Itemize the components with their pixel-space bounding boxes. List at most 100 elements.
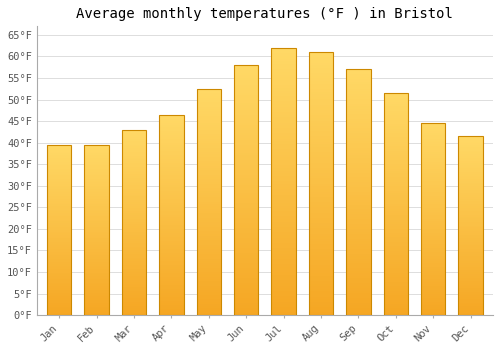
Bar <box>196 125 221 127</box>
Bar <box>196 105 221 107</box>
Bar <box>458 191 483 194</box>
Bar <box>234 308 258 310</box>
Bar <box>384 286 408 288</box>
Bar <box>160 289 184 291</box>
Bar <box>421 296 446 298</box>
Bar <box>272 109 296 112</box>
Bar <box>47 226 72 228</box>
Bar <box>196 193 221 195</box>
Bar <box>84 175 109 177</box>
Bar <box>384 242 408 244</box>
Bar <box>346 295 370 298</box>
Bar <box>272 168 296 171</box>
Bar <box>458 152 483 154</box>
Bar <box>234 162 258 165</box>
Bar <box>272 48 296 50</box>
Bar <box>458 208 483 210</box>
Bar <box>84 203 109 204</box>
Bar <box>234 170 258 173</box>
Bar <box>458 238 483 240</box>
Bar <box>421 234 446 237</box>
Bar <box>421 188 446 190</box>
Bar <box>84 177 109 179</box>
Bar <box>234 285 258 288</box>
Bar <box>160 307 184 309</box>
Bar <box>346 77 370 79</box>
Bar <box>458 267 483 268</box>
Bar <box>122 198 146 200</box>
Bar <box>346 89 370 91</box>
Bar <box>196 256 221 259</box>
Bar <box>458 159 483 161</box>
Bar <box>272 222 296 224</box>
Bar <box>47 240 72 242</box>
Bar <box>421 219 446 221</box>
Bar <box>47 238 72 240</box>
Bar <box>160 309 184 311</box>
Bar <box>458 181 483 183</box>
Bar <box>458 201 483 202</box>
Bar <box>421 154 446 156</box>
Bar <box>84 260 109 262</box>
Bar <box>384 280 408 282</box>
Bar <box>160 213 184 215</box>
Bar <box>309 123 333 126</box>
Bar <box>196 243 221 245</box>
Bar <box>384 166 408 169</box>
Bar <box>346 268 370 271</box>
Bar <box>309 302 333 304</box>
Bar <box>384 162 408 164</box>
Bar <box>458 197 483 199</box>
Bar <box>122 246 146 248</box>
Bar <box>272 56 296 58</box>
Bar <box>384 217 408 220</box>
Bar <box>272 184 296 187</box>
Bar <box>384 226 408 229</box>
Bar <box>346 74 370 77</box>
Bar <box>458 313 483 315</box>
Bar <box>84 160 109 162</box>
Bar <box>309 126 333 128</box>
Bar <box>47 167 72 169</box>
Bar <box>458 270 483 272</box>
Bar <box>47 313 72 315</box>
Bar <box>309 199 333 202</box>
Bar <box>196 290 221 293</box>
Bar <box>421 231 446 233</box>
Bar <box>234 278 258 280</box>
Bar <box>47 196 72 198</box>
Bar <box>458 295 483 297</box>
Bar <box>84 248 109 250</box>
Bar <box>346 266 370 268</box>
Bar <box>160 151 184 153</box>
Bar <box>160 193 184 195</box>
Bar <box>234 105 258 107</box>
Bar <box>346 286 370 288</box>
Bar <box>421 208 446 210</box>
Bar <box>196 191 221 193</box>
Bar <box>122 217 146 219</box>
Bar <box>458 226 483 228</box>
Bar <box>84 226 109 228</box>
Bar <box>160 279 184 281</box>
Bar <box>122 250 146 252</box>
Bar <box>384 148 408 151</box>
Bar <box>384 219 408 222</box>
Bar <box>47 296 72 298</box>
Bar <box>160 299 184 301</box>
Bar <box>122 154 146 156</box>
Bar <box>122 178 146 180</box>
Bar <box>384 177 408 180</box>
Bar <box>47 211 72 213</box>
Bar <box>384 202 408 204</box>
Bar <box>122 243 146 245</box>
Bar <box>160 139 184 141</box>
Bar <box>309 236 333 239</box>
Bar <box>309 268 333 271</box>
Bar <box>421 223 446 225</box>
Bar <box>47 264 72 266</box>
Bar <box>196 89 221 91</box>
Bar <box>346 246 370 249</box>
Bar <box>384 160 408 162</box>
Bar <box>384 118 408 120</box>
